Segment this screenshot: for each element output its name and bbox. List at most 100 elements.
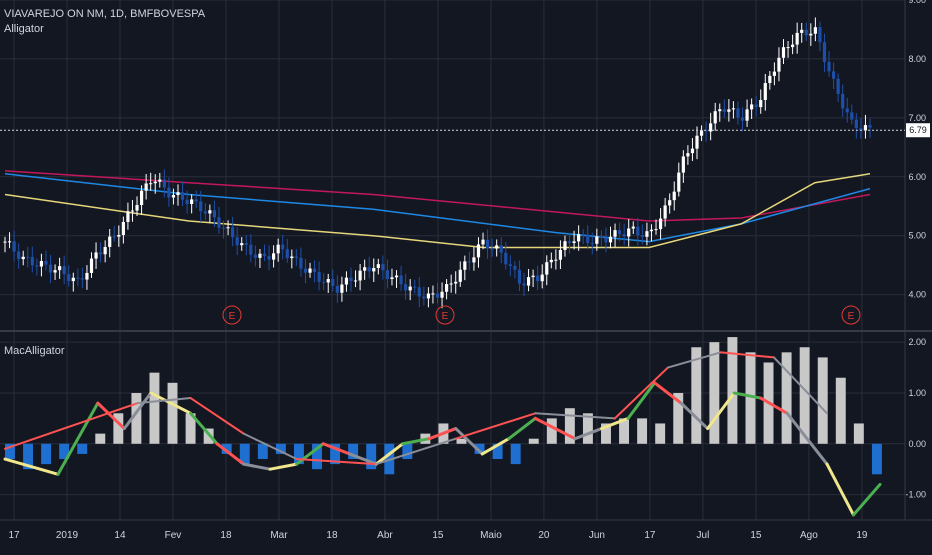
histogram-bar: [366, 443, 377, 470]
candle-body: [763, 83, 767, 101]
candle-body: [262, 253, 267, 256]
histogram-bar: [528, 438, 539, 444]
candle-body: [850, 112, 854, 120]
candle-body: [581, 234, 585, 236]
histogram-bar: [853, 423, 864, 444]
candle-body: [640, 235, 644, 237]
histogram-bar: [113, 413, 124, 444]
y-tick-label: 9.00: [908, 0, 926, 5]
candle-body: [35, 265, 39, 267]
histogram-bar: [835, 377, 846, 444]
candle-body: [353, 280, 358, 282]
y-tick-label: 8.00: [908, 54, 926, 64]
candle-body: [590, 243, 594, 245]
candle-body: [445, 284, 449, 292]
candle-body: [599, 236, 603, 238]
indicator-line-segment: [321, 442, 352, 456]
histogram-bar: [131, 392, 142, 444]
indicator-line-segment: [851, 482, 882, 517]
x-tick-label: 17: [8, 530, 20, 541]
histogram-bar: [330, 443, 341, 465]
candle-body: [690, 148, 695, 154]
histogram-bar: [601, 423, 611, 444]
candle-body: [586, 234, 590, 244]
candle-body: [221, 227, 226, 229]
histogram-bar: [23, 443, 33, 470]
candle-body: [426, 293, 430, 299]
candle-body: [376, 264, 380, 268]
candle-body: [394, 275, 399, 278]
candle-body: [836, 78, 840, 94]
earnings-marker[interactable]: [841, 305, 861, 325]
indicator-line-segment: [242, 462, 272, 471]
candle-body: [791, 44, 795, 48]
candle-body: [62, 266, 66, 275]
indicator-label: Alligator: [4, 23, 44, 35]
x-tick-label: Mar: [270, 530, 288, 541]
candle-body: [636, 226, 640, 236]
candle-body: [868, 125, 872, 128]
candle-body: [804, 29, 808, 36]
candle-body: [795, 32, 799, 45]
candle-body: [308, 268, 312, 273]
candle-body: [604, 237, 608, 243]
candle-body: [317, 272, 321, 282]
candle-body: [48, 264, 53, 273]
candle-body: [595, 236, 599, 244]
histogram-bar: [239, 443, 250, 465]
histogram-bar: [275, 443, 286, 454]
candle-body: [17, 251, 21, 260]
x-tick-label: 15: [432, 530, 444, 541]
candle-body: [180, 192, 185, 200]
candle-body: [21, 256, 25, 260]
histogram-bar: [691, 347, 702, 444]
candle-body: [440, 291, 444, 298]
candle-body: [58, 266, 62, 271]
candle-body: [76, 277, 80, 279]
candle-body: [185, 199, 189, 204]
earnings-marker[interactable]: [435, 305, 455, 325]
histogram-bar: [149, 372, 160, 444]
candle-body: [608, 236, 613, 243]
moving-average-line: [4, 170, 871, 222]
candle-body: [822, 42, 827, 62]
candle-body: [144, 183, 148, 191]
indicator-line-segment: [719, 351, 775, 359]
candle-body: [71, 277, 75, 282]
candle-body: [121, 221, 125, 235]
histogram-bar: [312, 443, 322, 470]
candle-body: [203, 211, 207, 214]
candle-body: [750, 104, 754, 110]
candle-body: [408, 286, 412, 291]
candle-body: [417, 287, 421, 297]
candle-body: [281, 244, 285, 250]
y-tick-label: 5.00: [908, 231, 926, 241]
histogram-bar: [781, 352, 792, 444]
candle-body: [526, 277, 531, 286]
candle-body: [563, 241, 567, 250]
candle-body: [813, 27, 817, 34]
indicator-line-segment: [189, 397, 245, 435]
indicator-line-segment: [653, 381, 683, 405]
candle-body: [495, 245, 499, 249]
histogram-bar: [871, 443, 882, 475]
candle-body: [554, 259, 558, 261]
candle-body: [572, 241, 576, 243]
candle-body: [463, 261, 467, 270]
indicator-line-segment: [600, 416, 630, 431]
candle-body: [454, 281, 458, 284]
candle-body: [618, 230, 622, 235]
candle-body: [677, 172, 681, 192]
earnings-marker[interactable]: [222, 305, 242, 325]
candle-body: [249, 244, 253, 255]
candle-body: [413, 286, 417, 288]
candle-body: [53, 270, 57, 273]
candle-body: [217, 217, 221, 228]
indicator-line-segment: [268, 462, 299, 471]
histogram-bar: [185, 413, 196, 444]
candle-body: [577, 234, 581, 242]
indicator-line-segment: [189, 411, 219, 446]
candle-body: [754, 104, 758, 108]
